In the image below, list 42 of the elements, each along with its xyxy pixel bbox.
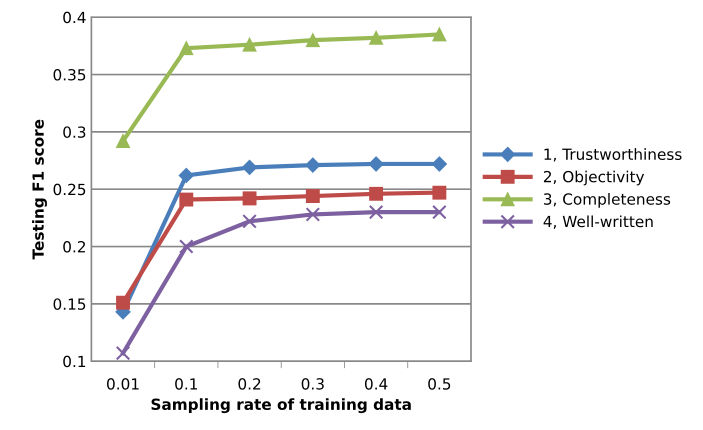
y-tick-label: 0.3 <box>63 126 86 138</box>
point <box>116 296 130 310</box>
point <box>306 189 320 204</box>
point <box>179 41 194 56</box>
x-tick-label: 0.01 <box>107 378 139 390</box>
point <box>432 204 447 220</box>
y-tick-label: 0.15 <box>54 298 86 310</box>
point <box>368 204 384 220</box>
x-tick-label: 0.4 <box>364 378 388 390</box>
legend-label: 4, Well-written <box>544 215 653 229</box>
y-tick-label: 0.2 <box>63 241 85 253</box>
point <box>368 156 384 172</box>
point <box>242 214 257 229</box>
point <box>306 33 320 48</box>
y-tick-label: 0.1 <box>63 356 86 368</box>
point <box>242 38 257 52</box>
x-tick-label: 0.3 <box>302 378 324 390</box>
point <box>179 239 194 254</box>
point <box>242 160 258 175</box>
point <box>369 30 384 45</box>
point <box>432 186 446 200</box>
x-tick-label: 0.5 <box>428 378 450 390</box>
point <box>305 158 320 173</box>
legend-label: 3, Completeness <box>544 193 670 208</box>
legend-label: 1, Trustworthiness <box>544 148 682 162</box>
x-axis-title: Sampling rate of training data <box>152 398 411 414</box>
y-tick-label: 0.4 <box>63 12 86 24</box>
point <box>178 168 194 184</box>
legend-label: 2, Objectivity <box>544 170 644 186</box>
point <box>432 27 446 42</box>
point <box>179 192 194 206</box>
x-tick-label: 0.1 <box>175 378 198 390</box>
y-tick-label: 0.25 <box>54 184 86 196</box>
y-tick-label: 0.35 <box>54 69 86 81</box>
x-tick-label: 0.2 <box>238 378 260 390</box>
point <box>306 207 320 222</box>
point <box>369 186 384 201</box>
point <box>432 156 447 172</box>
point <box>116 346 130 360</box>
y-axis-title: Testing F1 score <box>32 120 47 260</box>
point <box>242 191 257 206</box>
point <box>116 134 130 148</box>
